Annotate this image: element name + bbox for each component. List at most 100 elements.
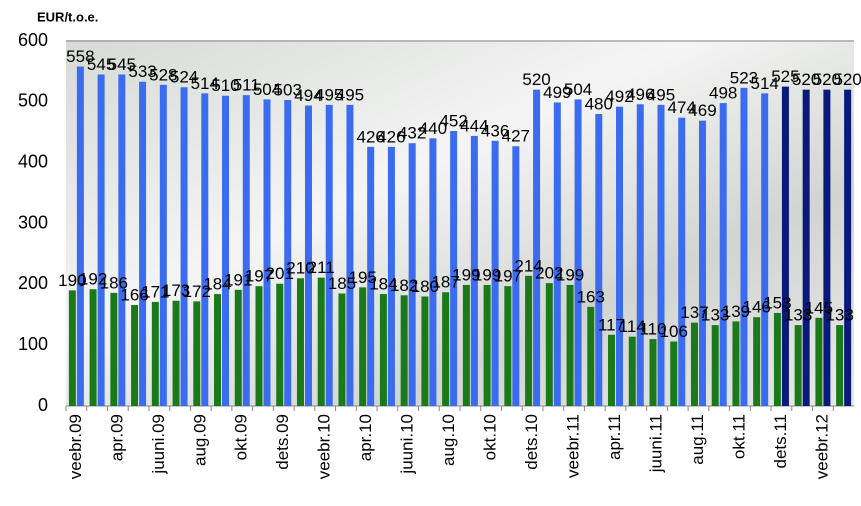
x-tick-label: aug.11 (688, 414, 707, 465)
bar (338, 293, 345, 406)
bar (181, 87, 188, 406)
bar (359, 287, 366, 406)
bar (484, 285, 491, 406)
y-tick-label: 400 (18, 151, 48, 171)
data-label: 199 (556, 265, 584, 284)
bar (650, 339, 657, 406)
bar (533, 90, 540, 406)
bar (110, 293, 117, 406)
bar (658, 105, 665, 406)
bar (740, 88, 747, 406)
x-tick-label: dets.09 (273, 414, 292, 470)
bar (90, 289, 97, 406)
y-tick-label: 300 (18, 212, 48, 232)
bar (678, 118, 685, 406)
bar (782, 87, 789, 406)
bar (139, 82, 146, 406)
bar (546, 283, 553, 406)
bar (326, 105, 333, 406)
bar (753, 317, 760, 406)
bar (284, 100, 291, 406)
bar (421, 297, 428, 407)
data-label: 495 (336, 85, 364, 104)
x-tick-label: veebr.11 (564, 414, 583, 478)
bar (691, 323, 698, 406)
x-tick-label: juuni.10 (398, 414, 417, 475)
bar (587, 307, 594, 406)
bar (346, 105, 353, 406)
y-tick-label: 0 (38, 395, 48, 415)
bar (173, 301, 180, 406)
bar (567, 285, 574, 406)
bar (720, 103, 727, 406)
bar (803, 90, 810, 406)
bar (699, 121, 706, 406)
x-tick-label: okt.09 (232, 414, 251, 460)
chart: EUR/t.o.e. 0100200300400500600558190veeb… (0, 0, 861, 506)
bar (616, 107, 623, 406)
bar (525, 276, 532, 406)
bar (504, 286, 511, 406)
x-tick-label: okt.10 (481, 414, 500, 460)
bar (222, 96, 229, 406)
bar (201, 93, 208, 406)
x-tick-label: apr.09 (107, 414, 126, 461)
bar (595, 114, 602, 406)
x-tick-label: apr.11 (605, 414, 624, 460)
x-tick-label: apr.10 (356, 414, 375, 461)
bar (761, 93, 768, 406)
x-tick-label: dets.10 (522, 414, 541, 470)
y-tick-label: 500 (18, 91, 48, 111)
data-label: 106 (660, 322, 688, 341)
bar (276, 284, 283, 406)
bar (629, 337, 636, 406)
bar (264, 99, 271, 406)
bar (554, 102, 561, 406)
bar (69, 290, 76, 406)
y-tick-label: 100 (18, 334, 48, 354)
bar (823, 90, 830, 406)
bar (98, 74, 105, 406)
bar (152, 302, 159, 406)
bar (409, 143, 416, 406)
bar (836, 325, 843, 406)
bar (463, 285, 470, 406)
data-label: 520 (833, 70, 861, 89)
x-tick-label: okt.11 (729, 414, 748, 459)
x-tick-label: veebr.09 (66, 414, 85, 479)
data-label: 133 (825, 306, 853, 325)
bar (844, 90, 851, 406)
bar (401, 295, 408, 406)
bar (305, 105, 312, 406)
x-tick-label: juuni.11 (646, 414, 665, 473)
bar (243, 95, 250, 406)
bar (214, 294, 221, 406)
y-tick-label: 200 (18, 273, 48, 293)
bar (712, 325, 719, 406)
bar (193, 301, 200, 406)
bar (608, 335, 615, 406)
x-tick-label: dets.11 (771, 414, 790, 469)
bar (732, 321, 739, 406)
bar (297, 278, 304, 406)
data-label: 427 (502, 127, 530, 146)
x-tick-label: aug.10 (439, 414, 458, 466)
chart-title: EUR/t.o.e. (37, 9, 98, 24)
x-tick-label: aug.09 (190, 414, 209, 466)
bar (380, 294, 387, 406)
bar (815, 318, 822, 406)
bar (442, 292, 449, 406)
bar (774, 313, 781, 406)
bar (575, 99, 582, 406)
bar (318, 278, 325, 406)
x-tick-label: veebr.10 (315, 414, 334, 479)
x-tick-label: juuni.09 (149, 414, 168, 475)
data-label: 469 (688, 101, 716, 120)
bar (118, 74, 125, 406)
y-tick-label: 600 (18, 30, 48, 50)
bar (77, 67, 84, 406)
data-label: 163 (577, 287, 605, 306)
bar (670, 342, 677, 406)
bar (637, 104, 644, 406)
bar (235, 290, 242, 406)
